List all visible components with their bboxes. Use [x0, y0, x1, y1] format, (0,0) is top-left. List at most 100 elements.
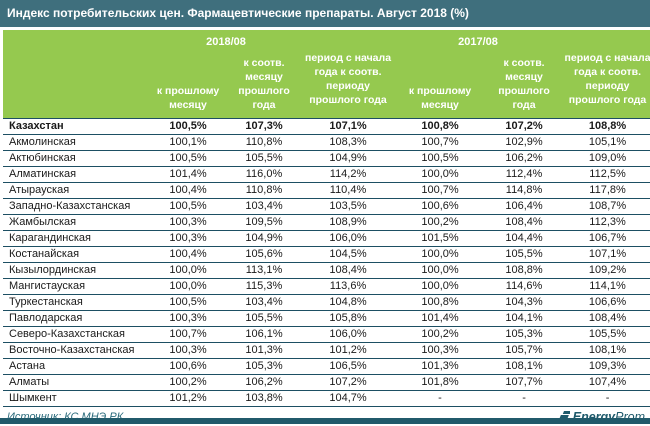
value-cell: 105,3%	[486, 326, 563, 343]
region-name: Костанайская	[3, 246, 150, 263]
value-cell: 104,7%	[302, 390, 395, 407]
value-cell: 100,0%	[150, 262, 226, 279]
value-cell: 106,4%	[486, 198, 563, 215]
table-row: Мангистауская 100,0% 115,3% 113,6% 100,0% 114…	[3, 278, 650, 295]
region-name: Восточно-Казахстанская	[3, 342, 150, 359]
value-cell: 108,8%	[562, 118, 650, 135]
value-cell: 105,1%	[562, 134, 650, 151]
value-cell: 101,8%	[394, 374, 487, 391]
value-cell: 100,3%	[150, 214, 226, 231]
table-row: Северо-Казахстанская 100,7% 106,1% 106,0% 10…	[3, 326, 650, 343]
value-cell: 100,8%	[394, 294, 487, 311]
value-cell: 100,3%	[394, 342, 487, 359]
value-cell: 110,8%	[226, 182, 303, 199]
value-cell: 100,2%	[394, 326, 487, 343]
region-name: Шымкент	[3, 390, 150, 407]
value-cell: 100,0%	[150, 278, 226, 295]
value-cell: 115,3%	[226, 278, 303, 295]
region-name: Алматы	[3, 374, 150, 391]
value-cell: 105,7%	[486, 342, 563, 359]
value-cell: 105,5%	[226, 150, 303, 167]
region-name: Казахстан	[3, 118, 150, 135]
value-cell: 100,5%	[150, 150, 226, 167]
value-cell: 109,5%	[226, 214, 303, 231]
table-row: Астана 100,6% 105,3% 106,5% 101,3% 108,1% 109,…	[3, 358, 650, 375]
value-cell: 104,5%	[302, 246, 395, 263]
value-cell: 108,1%	[562, 342, 650, 359]
value-cell: 100,6%	[394, 198, 487, 215]
value-cell: 107,2%	[302, 374, 395, 391]
region-name: Жамбылская	[3, 214, 150, 231]
bottom-bar	[0, 418, 650, 424]
value-cell: 108,3%	[302, 134, 395, 151]
value-cell: 100,3%	[150, 342, 226, 359]
value-cell: 108,4%	[302, 262, 395, 279]
value-cell: 107,1%	[302, 118, 395, 135]
value-cell: 107,4%	[562, 374, 650, 391]
value-cell: 100,4%	[150, 246, 226, 263]
table-row: Алматинская 101,4% 116,0% 114,2% 100,0% 112,4…	[3, 166, 650, 183]
region-name: Астана	[3, 358, 150, 375]
value-cell: 100,1%	[150, 134, 226, 151]
value-cell: 108,9%	[302, 214, 395, 231]
value-cell: 100,0%	[394, 246, 487, 263]
value-cell: 109,0%	[562, 150, 650, 167]
value-cell: 109,3%	[562, 358, 650, 375]
value-cell: 102,9%	[486, 134, 563, 151]
table-row: Шымкент 101,2% 103,8% 104,7% - - -	[3, 390, 650, 407]
value-cell: 116,0%	[226, 166, 303, 183]
value-cell: 105,5%	[562, 326, 650, 343]
value-cell: 100,0%	[394, 166, 487, 183]
value-cell: 100,6%	[150, 358, 226, 375]
value-cell: 109,2%	[562, 262, 650, 279]
col-header-same-month-2017: к соотв. месяцу прошлого года	[486, 56, 563, 119]
report-content: 2018/08 период с начала года к соотв. пе…	[3, 30, 650, 407]
value-cell: 100,8%	[394, 118, 487, 135]
table-header: 2018/08 период с начала года к соотв. пе…	[3, 30, 650, 119]
value-cell: 105,6%	[226, 246, 303, 263]
group-header-2018: 2018/08	[150, 30, 303, 56]
value-cell: 104,9%	[226, 230, 303, 247]
value-cell: 101,3%	[226, 342, 303, 359]
region-name: Карагандинская	[3, 230, 150, 247]
value-cell: 106,6%	[562, 294, 650, 311]
value-cell: 101,3%	[394, 358, 487, 375]
table-row: Западно-Казахстанская 100,5% 103,4% 103,5% 1…	[3, 198, 650, 215]
table-row: Кызылординская 100,0% 113,1% 108,4% 100,0% 10…	[3, 262, 650, 279]
region-name: Западно-Казахстанская	[3, 198, 150, 215]
region-name: Актюбинская	[3, 150, 150, 167]
region-name: Алматинская	[3, 166, 150, 183]
value-cell: 100,7%	[394, 182, 487, 199]
value-cell: 106,7%	[562, 230, 650, 247]
value-cell: 100,3%	[150, 230, 226, 247]
value-cell: -	[394, 390, 487, 407]
col-header-period-2018: период с начала года к соотв. периоду пр…	[302, 30, 395, 119]
value-cell: 103,4%	[226, 294, 303, 311]
report-title: Индекс потребительских цен. Фармацевтиче…	[7, 6, 469, 20]
table-row: Актюбинская 100,5% 105,5% 104,9% 100,5% 106,2…	[3, 150, 650, 167]
value-cell: 106,1%	[226, 326, 303, 343]
value-cell: 108,8%	[486, 262, 563, 279]
table-row: Павлодарская 100,3% 105,5% 105,8% 101,4% 104,…	[3, 310, 650, 327]
value-cell: 107,7%	[486, 374, 563, 391]
value-cell: 100,5%	[150, 294, 226, 311]
region-name: Павлодарская	[3, 310, 150, 327]
value-cell: 104,4%	[486, 230, 563, 247]
value-cell: 101,4%	[150, 166, 226, 183]
col-header-prev-month-2017: к прошлому месяцу	[394, 56, 487, 119]
region-name: Северо-Казахстанская	[3, 326, 150, 343]
value-cell: 108,4%	[486, 214, 563, 231]
value-cell: 114,6%	[486, 278, 563, 295]
value-cell: 105,3%	[226, 358, 303, 375]
value-cell: 104,8%	[302, 294, 395, 311]
value-cell: 100,3%	[150, 310, 226, 327]
value-cell: 117,8%	[562, 182, 650, 199]
value-cell: 100,7%	[150, 326, 226, 343]
value-cell: 107,3%	[226, 118, 303, 135]
value-cell: 104,9%	[302, 150, 395, 167]
value-cell: -	[562, 390, 650, 407]
table-row: Казахстан 100,5% 107,3% 107,1% 100,8% 107,2% 1…	[3, 118, 650, 135]
value-cell: 114,2%	[302, 166, 395, 183]
value-cell: 114,8%	[486, 182, 563, 199]
value-cell: 106,5%	[302, 358, 395, 375]
